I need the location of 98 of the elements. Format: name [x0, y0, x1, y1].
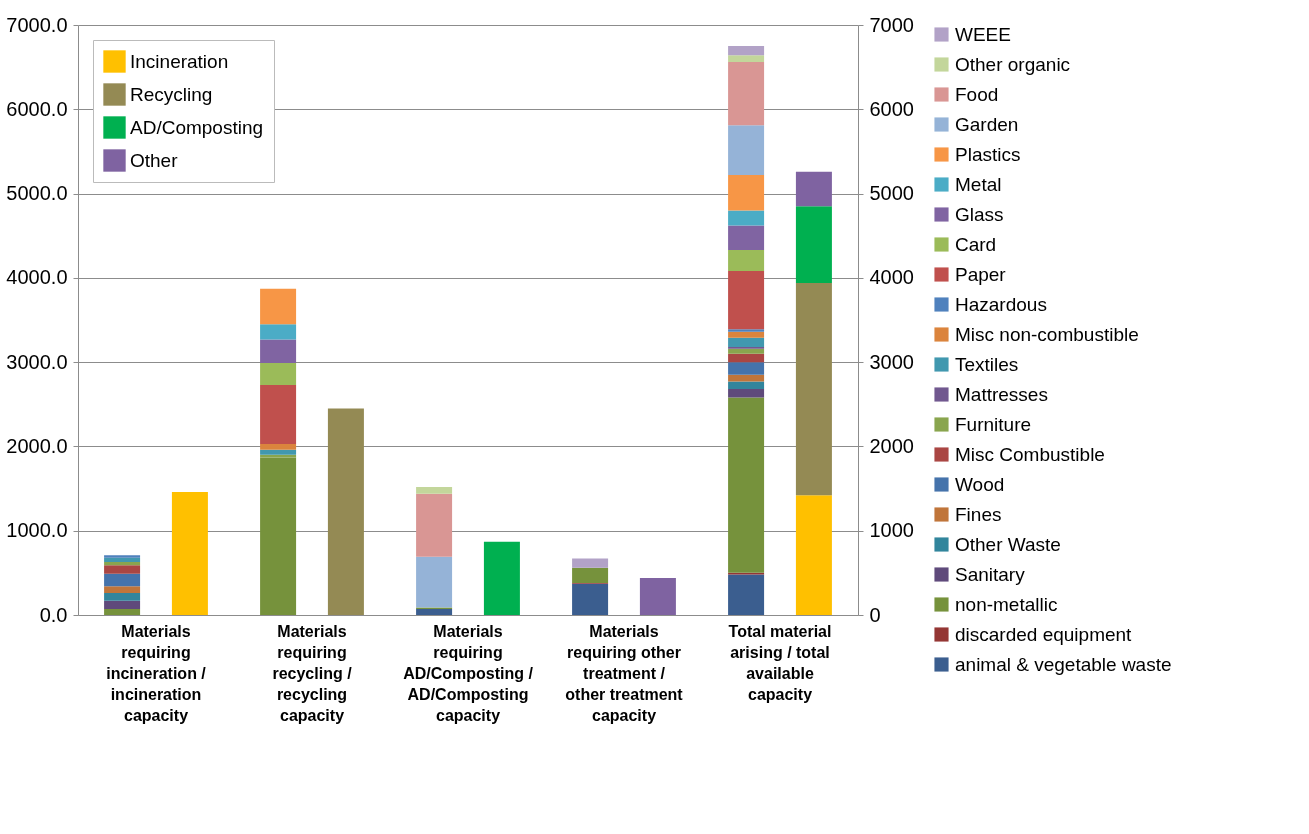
legend-label: discarded equipment	[955, 623, 1133, 645]
bar	[728, 374, 765, 382]
legend-label: Sanitary	[955, 563, 1026, 585]
bar	[260, 443, 297, 450]
y2-tick-label: 7000	[869, 13, 914, 36]
legend-label: Food	[955, 83, 999, 105]
bar	[572, 567, 609, 583]
bar	[260, 362, 297, 385]
legend-label: non-metallic	[955, 593, 1058, 615]
bar	[104, 573, 141, 587]
bar	[104, 586, 141, 594]
y-tick-label: 0.0	[39, 603, 68, 626]
bar	[728, 175, 765, 211]
legend-label: Mattresses	[955, 383, 1048, 405]
bar	[572, 558, 609, 568]
bar	[728, 397, 765, 573]
bar	[728, 225, 765, 251]
bar	[795, 282, 832, 496]
legend-label: Plastics	[955, 143, 1021, 165]
y2-tick-label: 0	[869, 603, 881, 626]
legend-label: Metal	[955, 173, 1002, 195]
legend-label: Furniture	[955, 413, 1032, 435]
bar	[795, 171, 832, 207]
x-tick-label: Total material arising / total available capacity	[728, 622, 832, 703]
bar	[260, 449, 297, 455]
bar	[728, 362, 765, 375]
bar	[104, 609, 141, 615]
bar	[728, 55, 765, 63]
y2-tick-label: 5000	[869, 182, 914, 205]
bar	[572, 583, 609, 615]
legend-label: Paper	[955, 263, 1007, 285]
bar	[728, 271, 765, 330]
bar	[104, 593, 141, 601]
legend-label: AD/Composting	[130, 116, 264, 138]
bar	[728, 250, 765, 272]
bar	[795, 495, 832, 615]
bar	[728, 331, 765, 338]
bar	[416, 556, 453, 608]
legend-label: Glass	[955, 203, 1004, 225]
legend-label: Misc non-combustible	[955, 323, 1139, 345]
legend-label: Textiles	[955, 353, 1019, 375]
bar	[260, 457, 297, 615]
bar	[728, 62, 765, 126]
y-tick-label: 6000.0	[6, 97, 68, 120]
legend-label: Garden	[955, 113, 1019, 135]
bar	[728, 348, 765, 354]
bar	[260, 339, 297, 363]
bar	[728, 329, 765, 332]
bar	[728, 381, 765, 390]
y-tick-label: 4000.0	[6, 266, 68, 289]
bar	[728, 210, 765, 226]
bar	[260, 324, 297, 340]
bar	[728, 353, 765, 363]
bar	[416, 493, 453, 557]
bar	[728, 337, 765, 347]
y-tick-label: 3000.0	[6, 350, 68, 373]
bar	[104, 557, 141, 562]
x-tick-label: Materials requiring AD/Composting / AD/Composting capacity	[403, 622, 534, 724]
x-tick-label: Materials requiring recycling / recycling capacity	[272, 622, 353, 724]
legend-label: Other Waste	[955, 533, 1061, 555]
legend-label: Other organic	[955, 53, 1071, 75]
bar	[104, 600, 141, 610]
bar	[416, 486, 453, 494]
bar	[171, 491, 208, 615]
y2-tick-label: 3000	[869, 350, 914, 373]
bar	[639, 577, 676, 615]
y2-tick-label: 4000	[869, 266, 914, 289]
bar	[416, 609, 453, 615]
legend-label: animal & vegetable waste	[955, 653, 1172, 675]
y2-tick-label: 1000	[869, 519, 914, 542]
y-tick-label: 2000.0	[6, 434, 68, 457]
legend-label: Wood	[955, 473, 1005, 495]
bar	[728, 125, 765, 176]
legend-label: Card	[955, 233, 997, 255]
legend-label: Incineration	[130, 50, 229, 72]
y2-tick-label: 6000	[869, 97, 914, 120]
bar	[260, 384, 297, 444]
bar	[728, 389, 765, 398]
legend-label: Misc Combustible	[955, 443, 1105, 465]
bar	[483, 541, 520, 615]
y-tick-label: 7000.0	[6, 13, 68, 36]
legend-label: Other	[130, 149, 179, 171]
bar	[327, 408, 364, 615]
legend-label: Hazardous	[955, 293, 1047, 315]
legend-label: Recycling	[130, 83, 213, 105]
bar	[260, 288, 297, 325]
x-tick-label: Materials requiring other treatment / other treatment capacity	[565, 622, 684, 724]
bar	[104, 555, 141, 558]
x-tick-label: Materials requiring incineration / incineration capacity	[106, 622, 207, 724]
bar	[728, 46, 765, 56]
bar	[104, 565, 141, 574]
y-tick-label: 5000.0	[6, 182, 68, 205]
y2-tick-label: 2000	[869, 434, 914, 457]
bar	[795, 206, 832, 283]
bar	[728, 574, 765, 615]
y-tick-label: 1000.0	[6, 519, 68, 542]
legend-label: Fines	[955, 503, 1002, 525]
legend-label: WEEE	[955, 23, 1011, 45]
